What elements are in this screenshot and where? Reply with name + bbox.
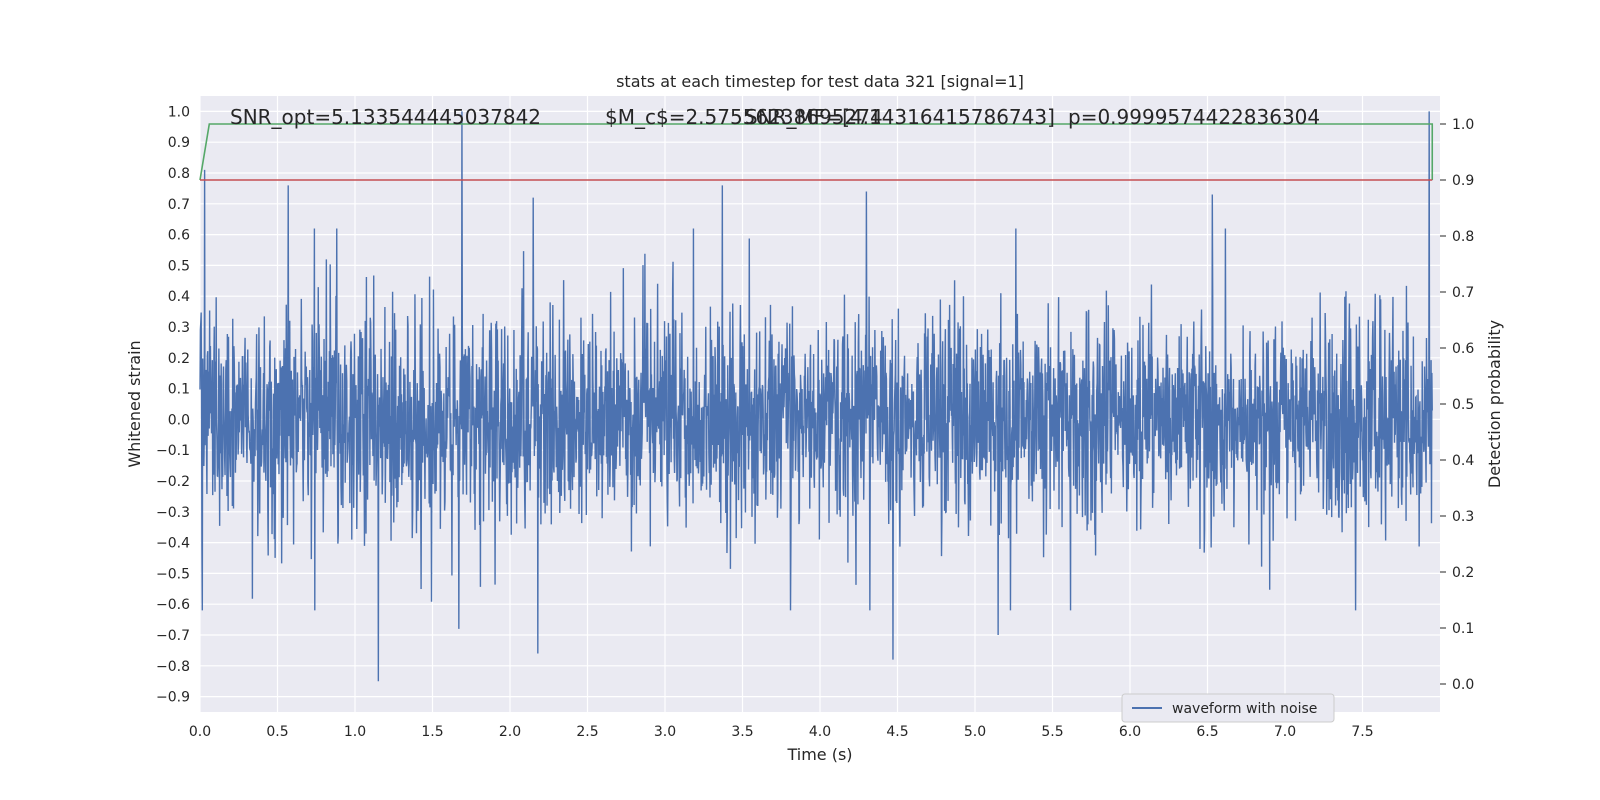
y-tick-label: −0.6 [156,597,190,613]
probability-lines [199,123,1434,181]
y-tick-label: 0.2 [168,351,190,367]
y-tick-label: 0.4 [168,289,190,305]
annotation-probability: p=0.9999574422836304 [1068,105,1320,129]
x-tick-label: 5.0 [964,724,986,740]
waveform-series [199,111,1433,682]
x-tick-label: 7.5 [1351,724,1373,740]
waveform-with-noise-line [199,111,1433,682]
x-tick-label: 1.5 [421,724,443,740]
legend-box [1121,693,1335,723]
x-axis-label: Time (s) [786,745,852,764]
y-tick-label: 1.0 [168,104,190,120]
y2-tick-label: 1.0 [1452,117,1474,133]
y-tick-label: 0.1 [168,382,190,398]
y-tick-label: −0.5 [156,566,190,582]
y-tick-label: −0.1 [156,443,190,459]
y-tick-label: 0.0 [168,412,190,428]
chart-title: stats at each timestep for test data 321… [616,72,1024,91]
y-tick-label: 0.3 [168,320,190,336]
x-tick-label: 0.0 [189,724,211,740]
detection-probability-line [199,123,1434,181]
y-tick-labels: 1.0 0.9 0.8 0.7 0.6 0.5 0.4 0.3 0.2 0.1 0.0 −0.1 −0.… [156,104,190,705]
y-tick-label: −0.8 [156,659,190,675]
annotation-snr-opt: SNR_opt=5.133544445037842 [230,105,541,129]
y2-tick-labels: 1.0 0.9 0.8 0.7 0.6 0.5 0.4 0.3 0.2 0.1 0.0 [1440,117,1474,693]
y2-tick-label: 0.6 [1452,341,1474,357]
y-tick-label: 0.5 [168,258,190,274]
legend: waveform with noise [1121,693,1335,723]
y2-tick-label: 0.3 [1452,509,1474,525]
y-tick-label: 0.7 [168,197,190,213]
y-tick-label: −0.7 [156,628,190,644]
legend-entry: waveform with noise [1172,701,1317,717]
y2-tick-label: 0.4 [1452,453,1474,469]
x-tick-label: 2.0 [499,724,521,740]
x-tick-label: 7.0 [1274,724,1296,740]
y2-tick-label: 0.2 [1452,565,1474,581]
x-tick-label: 1.0 [344,724,366,740]
y2-tick-label: 0.9 [1452,173,1474,189]
y-axis-label: Whitened strain [125,340,144,467]
y2-tick-label: 0.1 [1452,621,1474,637]
y2-tick-label: 0.7 [1452,285,1474,301]
x-tick-label: 3.5 [731,724,753,740]
y2-tick-label: 0.5 [1452,397,1474,413]
x-tick-label: 4.5 [886,724,908,740]
x-tick-label: 6.0 [1119,724,1141,740]
y-tick-label: −0.2 [156,474,190,490]
y-tick-label: −0.4 [156,536,190,552]
y2-axis-label: Detection probability [1485,320,1504,488]
y-tick-label: 0.9 [168,135,190,151]
x-tick-label: 0.5 [266,724,288,740]
y2-tick-label: 0.8 [1452,229,1474,245]
annotation-snr-mf: SNR_MF=[4.14316415786743] [745,105,1055,129]
x-tick-label: 3.0 [654,724,676,740]
x-tick-label: 2.5 [576,724,598,740]
y2-tick-label: 0.0 [1452,677,1474,693]
annotation-chirp-mass: $M_c$=2.57556238695274 [605,105,883,129]
y-tick-label: −0.3 [156,505,190,521]
x-tick-label: 5.5 [1041,724,1063,740]
y-tick-label: −0.9 [156,690,190,706]
x-tick-label: 4.0 [809,724,831,740]
y-tick-label: 0.8 [168,166,190,182]
x-tick-labels: 0.0 0.5 1.0 1.5 2.0 2.5 3.0 3.5 4.0 4.5 5.0 5.5 6.0 6… [189,724,1374,740]
x-tick-label: 6.5 [1196,724,1218,740]
y-tick-label: 0.6 [168,228,190,244]
